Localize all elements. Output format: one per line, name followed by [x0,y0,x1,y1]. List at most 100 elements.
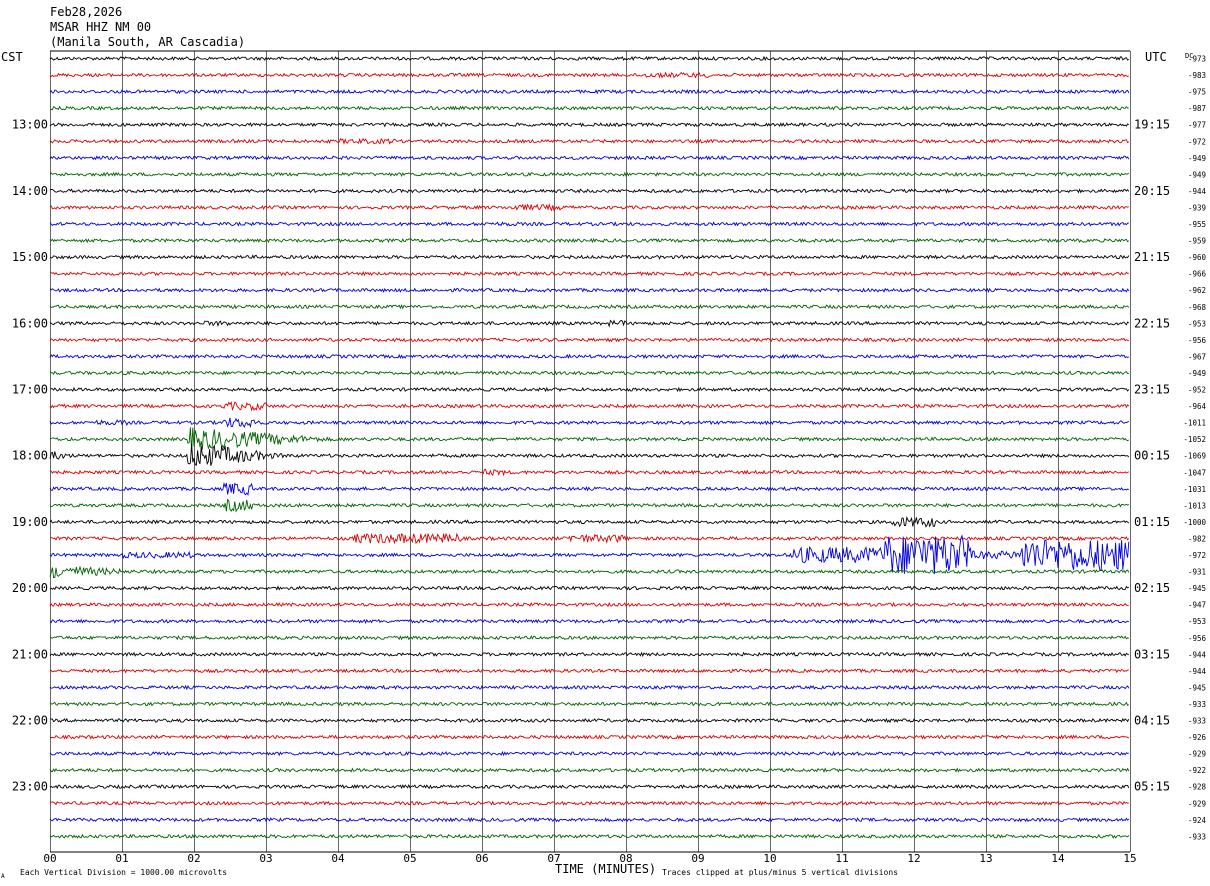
dc-offset-label: -952 [1188,386,1206,395]
trace-line [49,750,1129,757]
right-hour-label: 00:15 [1134,449,1170,463]
right-hour-label: 20:15 [1134,184,1170,198]
dc-offset-label: -929 [1188,799,1206,808]
trace-line [49,534,1130,575]
x-tick-label: 08 [619,852,632,865]
trace-line [49,515,1130,528]
dc-offset-label: -929 [1188,750,1206,759]
trace-line [49,417,1130,429]
dc-offset-label: -922 [1188,766,1206,775]
dc-offset-label: -944 [1188,650,1207,659]
trace-line [49,88,1130,95]
trace-line [49,254,1130,260]
trace-line [49,55,1130,62]
dc-offset-label: -933 [1188,700,1206,709]
x-tick-label: 07 [547,852,560,865]
trace-line [49,221,1129,227]
trace-line [49,237,1130,244]
trace-line [49,833,1130,840]
trace-line [49,443,1130,466]
trace-line [49,270,1129,277]
right-hour-label: 02:15 [1134,581,1170,595]
corner-mark: A [1,873,5,880]
dc-offset-label: -983 [1188,71,1206,80]
header-location: (Manila South, AR Cascadia) [50,35,245,49]
dc-offset-label: -972 [1188,551,1206,560]
dc-offset-label: -964 [1188,402,1207,411]
trace-line [49,319,1130,328]
dc-offset-label: -956 [1188,336,1207,345]
dc-offset-label: -1013 [1183,501,1206,510]
trace-line [49,800,1129,806]
trace-line [49,353,1129,360]
dc-offset-label: -947 [1188,601,1206,610]
trace-line [50,532,1130,545]
left-timezone-label: CST [1,50,23,64]
dc-offset-label: -933 [1188,832,1206,841]
time-grid [50,50,1131,853]
x-tick-label: 12 [907,852,920,865]
left-hour-label: 21:00 [12,647,48,661]
x-tick-label: 04 [331,852,345,865]
dc-offset-label: -939 [1188,203,1206,212]
dc-offset-label: -1011 [1183,419,1206,428]
x-tick-label: 02 [187,852,200,865]
dc-offset-label: -949 [1188,369,1206,378]
trace-line [49,601,1129,608]
dc-offset-label: -1031 [1183,485,1206,494]
trace-line [49,717,1130,724]
trace-line [49,635,1129,641]
left-hour-label: 16:00 [12,316,48,330]
dc-offset-label: -1000 [1183,518,1206,527]
x-tick-label: 00 [43,852,56,865]
trace-line [49,651,1129,658]
trace-line [49,155,1130,161]
header-date: Feb28,2026 [50,5,122,19]
dc-offset-label: -953 [1188,617,1206,626]
dc-offset-label: -944 [1188,667,1207,676]
x-axis-title: TIME (MINUTES) [555,862,656,876]
dc-offset-label: -966 [1188,270,1207,279]
dc-offset-label: -955 [1188,220,1206,229]
dc-offset-label: -924 [1188,816,1207,825]
left-hour-label: 19:00 [12,515,48,529]
left-hour-label: 20:00 [12,581,48,595]
x-tick-label: 14 [1051,852,1065,865]
left-hour-label: 15:00 [12,250,48,264]
trace-line [49,618,1130,625]
trace-line [49,817,1130,823]
right-hour-label: 03:15 [1134,647,1170,661]
left-hour-label: 23:00 [12,780,48,794]
dc-offset-label: -945 [1188,683,1206,692]
dc-offset-label: -959 [1188,237,1206,246]
x-tick-label: 15 [1123,852,1136,865]
dc-offset-label: -931 [1188,568,1206,577]
clip-note: Traces clipped at plus/minus 5 vertical … [662,868,898,877]
dc-offset-label: -960 [1188,253,1207,262]
x-tick-label: 11 [835,852,848,865]
dc-offset-label: -962 [1188,286,1206,295]
trace-line [49,137,1130,145]
trace-line [49,427,1130,451]
seismic-traces [49,55,1130,840]
x-tick-label: 01 [115,852,128,865]
dc-offset-label: -933 [1188,717,1206,726]
dc-offset-label: -967 [1188,352,1206,361]
dc-offset-label: -926 [1188,733,1207,742]
dc-offset-labels: -973 -983 -975 -987 -977 -972 -949 -949 -944 -939… [1183,55,1206,842]
left-hour-label: 14:00 [12,184,48,198]
dc-offset-label: -956 [1188,634,1207,643]
trace-line [49,767,1130,773]
dc-offset-label: -975 [1188,88,1206,97]
x-tick-label: 13 [979,852,992,865]
left-hour-label: 22:00 [12,714,48,728]
dc-offset-label: -945 [1188,584,1206,593]
right-hour-label: 05:15 [1134,780,1170,794]
x-tick-label: 09 [691,852,704,865]
right-hour-labels: 19:15 20:15 21:15 22:15 23:15 00:15 01:15 02:15… [1134,118,1170,794]
trace-line [49,203,1129,212]
dc-offset-label: -1052 [1183,435,1206,444]
dc-offset-label: -987 [1188,104,1206,113]
x-tick-label: 05 [403,852,416,865]
